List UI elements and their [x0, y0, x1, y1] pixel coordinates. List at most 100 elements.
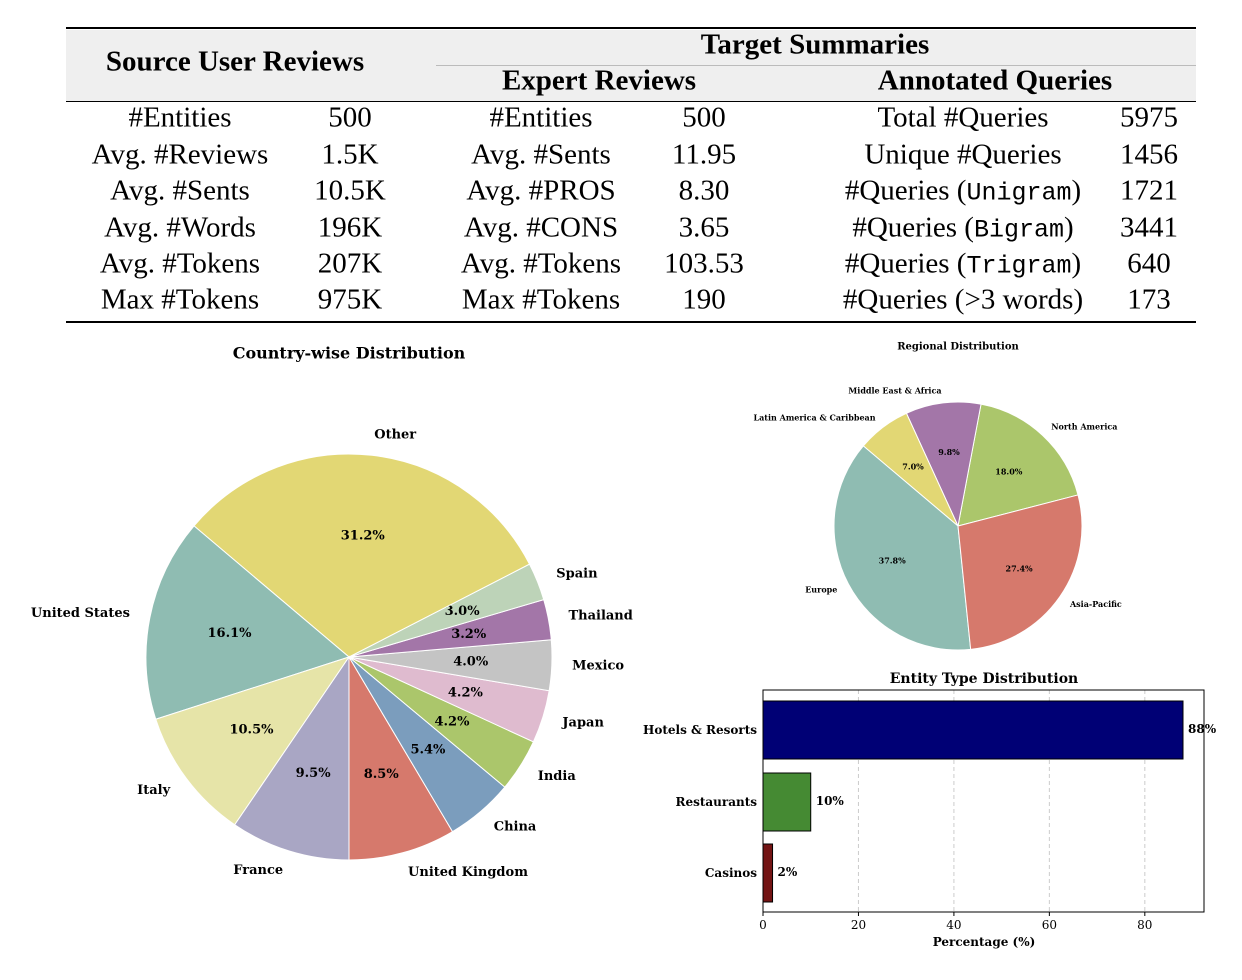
pie-slice-label: Japan [561, 715, 604, 730]
expert-row-label: Avg. #PROS [466, 174, 616, 207]
source-row-label: Avg. #Reviews [91, 138, 269, 171]
query-label-mono: Bigram [973, 215, 1064, 245]
source-row-value: 1.5K [321, 138, 379, 171]
pie-slice-label: Asia-Pacific [1069, 599, 1122, 609]
x-axis-label: Percentage (%) [933, 935, 1036, 949]
query-row-value: 1456 [1120, 138, 1178, 171]
header-expert-reviews: Expert Reviews [501, 64, 697, 97]
pie-slice-percent: 3.0% [445, 604, 481, 619]
query-label-pre: Unique #Queries [864, 138, 1062, 171]
query-label-pre: #Queries ( [844, 247, 967, 280]
pie-slice [234, 655, 350, 861]
table-top-rule [66, 27, 1196, 29]
pie-slice-percent: 27.4% [1006, 563, 1033, 573]
query-label-post: ) [1063, 211, 1074, 244]
pie-slice-label: United Kingdom [408, 865, 528, 880]
chart-title: Regional Distribution [897, 342, 1019, 353]
pie-slice-percent: 4.2% [434, 715, 470, 730]
pie-slice [957, 403, 1079, 527]
pie-slice-percent: 16.1% [208, 626, 253, 641]
target-cmidrule [436, 65, 1196, 66]
table-header-rule [66, 101, 1196, 102]
x-tick-label: 60 [1042, 918, 1057, 932]
query-label-mono: Unigram [966, 178, 1072, 208]
pie-slice-label: France [233, 863, 283, 878]
x-tick-label: 40 [946, 918, 961, 932]
source-row-value: 975K [317, 283, 383, 316]
y-tick-label: Hotels & Resorts [643, 723, 757, 737]
query-row-value: 1721 [1120, 174, 1178, 207]
bar [762, 700, 1184, 760]
pie-slice [905, 401, 982, 528]
pie-slice-percent: 18.0% [995, 467, 1022, 477]
bar-value-label: 2% [778, 865, 798, 879]
pie-slice-label: Middle East & Africa [848, 386, 941, 396]
query-label-pre: #Queries ( [852, 211, 974, 244]
expert-row-label: Max #Tokens [461, 283, 621, 316]
pie-slice [957, 494, 1083, 650]
header-annotated-queries: Annotated Queries [877, 64, 1113, 97]
pie-slice-label: Spain [556, 566, 598, 581]
pie-slice-label: Thailand [568, 608, 632, 623]
query-row-value: 5975 [1120, 101, 1178, 134]
pie-slice-label: North America [1051, 421, 1117, 431]
source-row-value: 10.5K [314, 174, 386, 207]
chart-title: Country-wise Distribution [233, 344, 466, 363]
pie-slice [145, 525, 351, 720]
pie-slice-percent: 9.5% [296, 766, 332, 781]
expert-row-value: 500 [682, 101, 726, 134]
expert-row-label: Avg. #CONS [463, 211, 619, 244]
pie-slice [348, 655, 454, 861]
query-row-value: 173 [1127, 283, 1171, 316]
bar-value-label: 10% [816, 794, 845, 808]
source-row-label: #Entities [128, 101, 232, 134]
query-label-pre: Total #Queries [877, 101, 1049, 134]
pie-slice-percent: 37.8% [879, 556, 906, 566]
query-row-label: #Queries (Bigram) [852, 212, 1073, 245]
query-label-mono: Trigram [966, 251, 1072, 281]
source-row-value: 500 [328, 101, 372, 134]
pie-slice-percent: 3.2% [451, 627, 487, 642]
query-row-label: Unique #Queries [864, 139, 1061, 172]
query-row-value: 3441 [1120, 211, 1178, 244]
pie-slice-percent: 4.2% [448, 685, 484, 700]
pie-slice-percent: 4.0% [453, 654, 489, 669]
query-row-label: #Queries (>3 words) [843, 284, 1083, 317]
expert-row-label: #Entities [489, 101, 593, 134]
chart-title: Entity Type Distribution [890, 671, 1078, 687]
pie-slice-percent: 10.5% [229, 722, 274, 737]
pie-slice [193, 453, 531, 658]
pie-slice-percent: 8.5% [364, 767, 400, 782]
x-tick-label: 80 [1137, 918, 1152, 932]
pie-slice-percent: 9.8% [938, 447, 960, 457]
header-target-summaries: Target Summaries [700, 28, 930, 61]
pie-slice-label: Europe [805, 585, 837, 595]
pie-slice-label: India [538, 769, 577, 784]
pie-slice-label: China [494, 820, 537, 835]
header-source-user-reviews: Source User Reviews [105, 45, 365, 78]
pie-slice [833, 445, 972, 651]
source-row-label: Max #Tokens [100, 283, 260, 316]
pie-slice-percent: 31.2% [341, 528, 386, 543]
pie-slice-percent: 7.0% [902, 462, 924, 472]
query-row-label: Total #Queries [877, 102, 1048, 135]
expert-row-value: 3.65 [678, 211, 730, 244]
y-tick-label: Casinos [705, 866, 757, 880]
pie-slice-label: Mexico [572, 659, 624, 674]
y-tick-label: Restaurants [675, 795, 757, 809]
plot-frame [762, 689, 1205, 913]
bar [762, 843, 774, 903]
query-label-pre: #Queries ( [844, 174, 967, 207]
expert-row-label: Avg. #Tokens [460, 247, 622, 280]
source-row-label: Avg. #Sents [110, 174, 250, 207]
bar [762, 772, 812, 832]
bar-value-label: 88% [1188, 722, 1217, 736]
pie-slice [155, 656, 351, 826]
query-label-post: ) [1071, 247, 1082, 280]
expert-row-value: 11.95 [671, 138, 737, 171]
pie-slice-label: Latin America & Caribbean [753, 412, 875, 422]
x-tick-label: 0 [759, 918, 767, 932]
pie-slice-label: United States [31, 606, 130, 621]
source-row-value: 207K [317, 247, 383, 280]
expert-row-value: 103.53 [664, 247, 744, 280]
